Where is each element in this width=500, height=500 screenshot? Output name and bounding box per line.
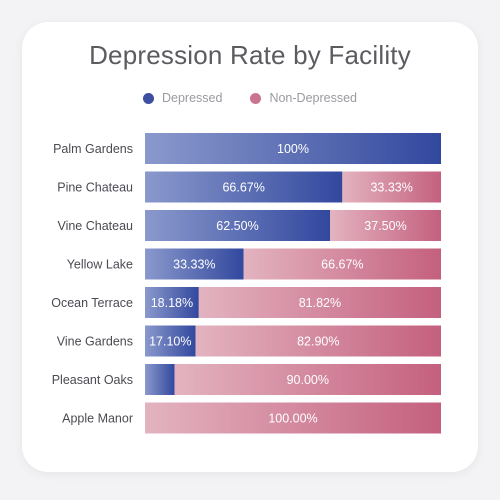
chart-title: Depression Rate by Facility [89, 40, 411, 70]
legend-item-non-depressed: Non-Depressed [250, 91, 357, 105]
bar-depressed-palm-gardens [145, 133, 441, 164]
bar-non-depressed-apple-manor [145, 402, 441, 434]
data-label-non-depressed-pleasant-oaks: 90.00% [287, 373, 329, 387]
data-label-non-depressed-apple-manor: 100.00% [268, 412, 317, 426]
data-label-depressed-pine-chateau: 66.67% [222, 181, 264, 195]
category-label-pleasant-oaks: Pleasant Oaks [52, 373, 133, 387]
data-label-depressed-ocean-terrace: 18.18% [151, 296, 193, 310]
bar-non-depressed-vine-chateau [330, 210, 441, 241]
bar-non-depressed-pleasant-oaks [174, 364, 441, 395]
data-label-depressed-yellow-lake: 33.33% [173, 258, 215, 272]
category-label-yellow-lake: Yellow Lake [67, 258, 133, 272]
data-label-non-depressed-vine-chateau: 37.50% [364, 219, 406, 233]
category-label-ocean-terrace: Ocean Terrace [51, 296, 133, 310]
bar-depressed-yellow-lake [145, 248, 244, 280]
category-label-palm-gardens: Palm Gardens [53, 142, 133, 156]
category-label-vine-chateau: Vine Chateau [57, 219, 133, 233]
data-label-depressed-vine-chateau: 62.50% [216, 219, 258, 233]
data-label-non-depressed-vine-gardens: 82.90% [297, 335, 339, 349]
data-label-non-depressed-yellow-lake: 66.67% [321, 258, 363, 272]
chart-card [22, 22, 478, 472]
category-label-vine-gardens: Vine Gardens [57, 335, 133, 349]
data-label-non-depressed-pine-chateau: 33.33% [370, 181, 412, 195]
bar-depressed-vine-gardens [145, 325, 196, 357]
bar-non-depressed-vine-gardens [195, 325, 441, 357]
legend-label-non-depressed: Non-Depressed [269, 91, 357, 105]
data-label-depressed-vine-gardens: 17.10% [149, 335, 191, 349]
bar-non-depressed-yellow-lake [243, 248, 441, 280]
legend-item-depressed: Depressed [143, 91, 222, 105]
category-label-pine-chateau: Pine Chateau [57, 181, 133, 195]
bar-depressed-pine-chateau [145, 171, 343, 203]
bar-non-depressed-pine-chateau [342, 171, 441, 203]
bar-depressed-ocean-terrace [145, 287, 199, 318]
bar-non-depressed-ocean-terrace [198, 287, 441, 318]
data-label-non-depressed-ocean-terrace: 81.82% [299, 296, 341, 310]
legend-swatch-non-depressed [250, 92, 262, 104]
bar-depressed-pleasant-oaks [145, 364, 175, 395]
chart-legend: Depressed Non-Depressed [0, 91, 500, 105]
bar-depressed-vine-chateau [145, 210, 330, 241]
legend-label-depressed: Depressed [162, 91, 223, 105]
data-label-depressed-palm-gardens: 100% [277, 142, 309, 156]
legend-swatch-depressed [143, 92, 154, 104]
category-label-apple-manor: Apple Manor [62, 412, 133, 426]
